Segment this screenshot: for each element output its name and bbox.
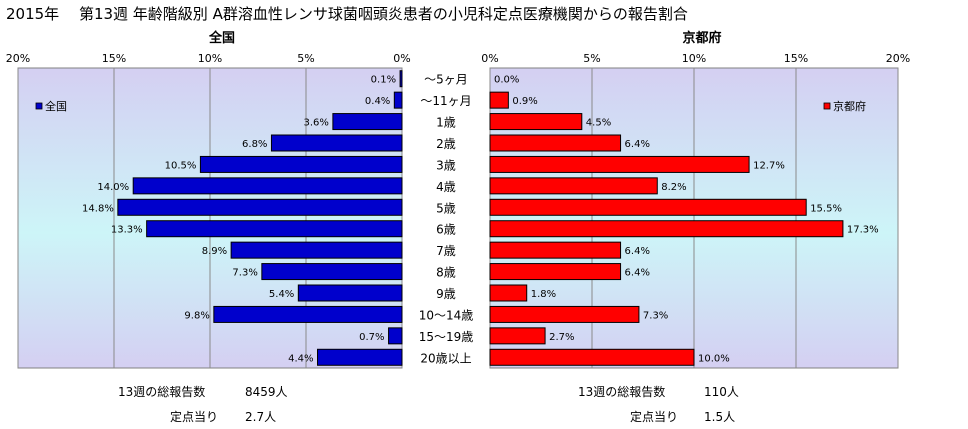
- national-bar: [393, 91, 403, 109]
- national-data-label: 3.6%: [303, 118, 328, 129]
- kyoto-bar: [489, 305, 640, 323]
- kyoto-data-label: 1.8%: [531, 289, 556, 300]
- national-data-label: 14.0%: [97, 182, 129, 193]
- kyoto-data-label: 17.3%: [847, 225, 879, 236]
- category-label: 4歳: [436, 180, 456, 194]
- kyoto-bar: [489, 91, 509, 109]
- kyoto-tick-label: 10%: [682, 52, 706, 65]
- national-data-label: 5.4%: [269, 289, 294, 300]
- kyoto-data-label: 10.0%: [698, 353, 730, 364]
- national-bar: [270, 134, 403, 152]
- national-per-label: 定点当り: [170, 410, 219, 424]
- kyoto-total-value: 110人: [704, 385, 739, 399]
- kyoto-data-label: 15.5%: [810, 203, 842, 214]
- national-bar: [213, 305, 403, 323]
- national-bar: [317, 348, 403, 366]
- national-data-label: 14.8%: [82, 203, 114, 214]
- category-label: 20歳以上: [420, 351, 471, 365]
- national-bar: [297, 284, 403, 302]
- kyoto-bar: [489, 327, 546, 345]
- kyoto-bar: [489, 177, 658, 195]
- national-panel-title: 全国: [208, 30, 235, 46]
- kyoto-legend-label: 京都府: [833, 99, 866, 113]
- kyoto-data-label: 0.9%: [512, 96, 537, 107]
- kyoto-data-label: 7.3%: [643, 310, 668, 321]
- national-tick-label: 0%: [393, 52, 410, 65]
- kyoto-data-label: 12.7%: [753, 160, 785, 171]
- national-bar: [132, 177, 403, 195]
- kyoto-per-value: 1.5人: [704, 410, 736, 424]
- category-label: 9歳: [436, 287, 456, 301]
- kyoto-bar: [489, 284, 528, 302]
- kyoto-tick-label: 20%: [886, 52, 910, 65]
- category-label: 6歳: [436, 223, 456, 237]
- kyoto-bar: [489, 134, 622, 152]
- category-label: 8歳: [436, 266, 456, 280]
- kyoto-per-label: 定点当り: [630, 410, 679, 424]
- kyoto-data-label: 2.7%: [549, 332, 574, 343]
- kyoto-data-label: 8.2%: [661, 182, 686, 193]
- kyoto-data-label: 6.4%: [625, 139, 650, 150]
- kyoto-bar: [489, 241, 622, 259]
- kyoto-bar: [489, 113, 583, 131]
- national-bar: [388, 327, 403, 345]
- kyoto-bar: [489, 348, 695, 366]
- kyoto-data-label: 0.0%: [494, 75, 519, 86]
- category-label: 10～14歳: [419, 308, 474, 322]
- national-data-label: 0.4%: [365, 96, 390, 107]
- category-label: 1歳: [436, 116, 456, 130]
- national-per-value: 2.7人: [245, 410, 277, 424]
- category-label: 5歳: [436, 201, 456, 215]
- category-label: 7歳: [436, 244, 456, 258]
- kyoto-data-label: 4.5%: [586, 118, 611, 129]
- national-data-label: 0.7%: [359, 332, 384, 343]
- kyoto-tick-label: 0%: [481, 52, 498, 65]
- category-label: 15～19歳: [419, 330, 474, 344]
- national-bar: [117, 198, 403, 216]
- national-bar: [332, 113, 403, 131]
- kyoto-panel-title: 京都府: [682, 30, 721, 46]
- kyoto-data-label: 6.4%: [625, 268, 650, 279]
- kyoto-tick-label: 5%: [583, 52, 600, 65]
- kyoto-total-label: 13週の総報告数: [578, 385, 666, 399]
- kyoto-bar: [489, 263, 622, 281]
- national-data-label: 4.4%: [288, 353, 313, 364]
- category-label: 3歳: [436, 158, 456, 172]
- national-total-label: 13週の総報告数: [118, 385, 206, 399]
- kyoto-bar: [489, 155, 750, 173]
- category-label: 2歳: [436, 137, 456, 151]
- national-data-label: 0.1%: [371, 75, 396, 86]
- national-total-value: 8459人: [245, 385, 288, 399]
- category-label: ～11ヶ月: [420, 94, 471, 108]
- kyoto-legend-swatch: [823, 102, 831, 110]
- national-legend-label: 全国: [45, 99, 67, 113]
- kyoto-bar: [489, 220, 844, 238]
- national-tick-label: 10%: [198, 52, 222, 65]
- national-data-label: 6.8%: [242, 139, 267, 150]
- national-data-label: 13.3%: [111, 225, 143, 236]
- kyoto-tick-label: 15%: [784, 52, 808, 65]
- national-bar: [399, 70, 403, 88]
- national-data-label: 7.3%: [232, 268, 257, 279]
- kyoto-data-label: 6.4%: [625, 246, 650, 257]
- national-data-label: 10.5%: [165, 160, 197, 171]
- national-legend-swatch: [35, 102, 43, 110]
- national-bar: [261, 263, 403, 281]
- national-tick-label: 15%: [102, 52, 126, 65]
- national-data-label: 9.8%: [184, 310, 209, 321]
- national-tick-label: 5%: [297, 52, 314, 65]
- kyoto-bar: [489, 198, 807, 216]
- national-bar: [230, 241, 403, 259]
- national-data-label: 8.9%: [202, 246, 227, 257]
- national-bar: [199, 155, 403, 173]
- national-tick-label: 20%: [6, 52, 30, 65]
- chart-title: 2015年 第13週 年齢階級別 A群溶血性レンサ球菌咽頭炎患者の小児科定点医療…: [6, 5, 688, 23]
- category-label: ～5ヶ月: [424, 73, 468, 87]
- national-bar: [146, 220, 403, 238]
